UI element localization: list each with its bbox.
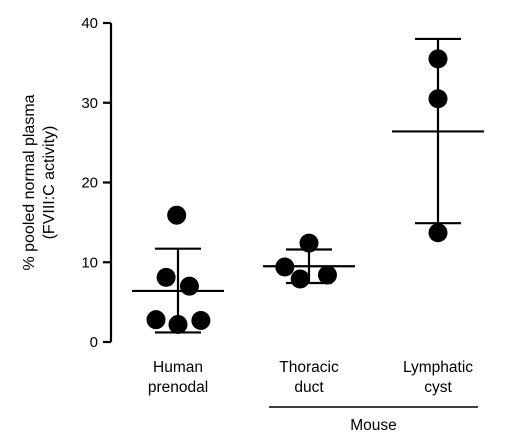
data-point [191, 310, 211, 330]
data-groups [132, 37, 484, 334]
data-point [167, 205, 187, 225]
category-label: Lymphatic cyst [403, 359, 473, 396]
category-label: Human prenodal [148, 359, 208, 396]
data-point [299, 233, 319, 253]
category-label-line: duct [294, 379, 324, 396]
category-label-line: cyst [424, 379, 452, 396]
y-axis-title-text: % pooled normal plasma (FVIII:C activity) [21, 94, 58, 270]
data-point [179, 276, 199, 296]
group-3 [392, 37, 484, 243]
data-point [168, 314, 188, 334]
y-tick-label: 10 [81, 254, 98, 271]
data-point [156, 267, 176, 287]
y-axis-title: % pooled normal plasma (FVIII:C activity) [21, 94, 58, 270]
category-label-line: Lymphatic [403, 359, 473, 376]
mouse-group-bracket: Mouse [269, 406, 478, 434]
data-point [275, 257, 295, 277]
category-label-line: Human [153, 359, 203, 376]
data-point [317, 265, 337, 285]
category-label: Thoracic duct [279, 359, 339, 396]
category-labels: Human prenodal Thoracic duct Lymphatic cyst [148, 359, 473, 396]
data-point [428, 89, 448, 109]
group-2 [263, 233, 355, 289]
category-label-line: prenodal [148, 379, 208, 396]
y-tick-label: 30 [81, 95, 98, 112]
group-label-mouse: Mouse [350, 417, 397, 434]
category-label-line: Thoracic [279, 359, 339, 376]
y-tick-label: 20 [81, 175, 98, 192]
y-axis-title-line: % pooled normal plasma [21, 94, 38, 270]
y-tick-label: 40 [81, 15, 98, 32]
data-point [428, 49, 448, 69]
y-axis-ticks: 0 10 20 30 40 [81, 15, 111, 351]
y-tick-label: 0 [90, 334, 98, 351]
data-point [290, 269, 310, 289]
y-axis-title-line: (FVIII:C activity) [41, 126, 58, 240]
data-point [428, 223, 448, 243]
group-1 [132, 205, 224, 334]
data-point [146, 310, 166, 330]
